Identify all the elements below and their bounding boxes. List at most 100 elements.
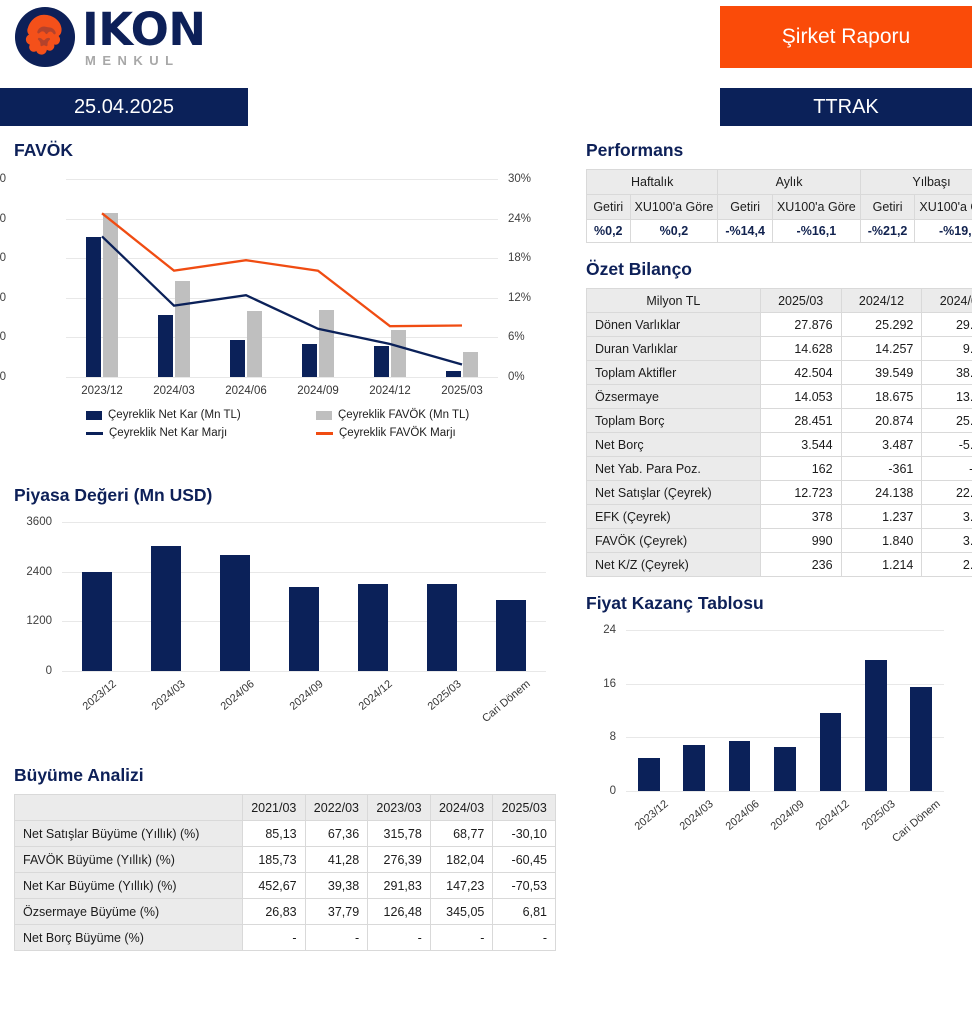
chart-piyasa-gridline xyxy=(62,522,546,523)
favok-line-series xyxy=(101,235,463,366)
favok-bar-bar xyxy=(230,340,245,377)
performans-sub-header: XU100'a Göre xyxy=(771,194,861,220)
chart-piyasa-bar xyxy=(289,587,319,671)
chart-piyasa-x-label: 2023/12 xyxy=(80,678,119,713)
bilanco-cell: 28.451 xyxy=(759,408,842,433)
buyume-column-header: 2023/03 xyxy=(367,794,431,821)
favok-line-series xyxy=(101,212,463,328)
buyume-cell: 67,36 xyxy=(304,820,369,847)
favok-y-tick-right: 6% xyxy=(508,331,525,344)
buyume-cell: 68,77 xyxy=(429,820,494,847)
favok-y-tick-left: 4500 xyxy=(0,252,6,265)
chart-fk-bar xyxy=(864,660,887,791)
bilanco-row-label: FAVÖK (Çeyrek) xyxy=(586,528,761,553)
buyume-cell: -30,10 xyxy=(492,820,556,847)
favok-y-tick-right: 30% xyxy=(508,173,532,185)
brand-name-secondary: MENKUL xyxy=(85,53,180,68)
favok-bar-bar xyxy=(247,311,262,377)
favok-bar-bar xyxy=(463,351,478,377)
bilanco-cell: 29.504 xyxy=(921,312,972,337)
favok-legend: Çeyreklik Net Kar (Mn TL) Çeyreklik FAVÖK… xyxy=(86,409,518,445)
chart-fk-y-tick: 16 xyxy=(603,677,616,690)
legend-swatch-line-icon xyxy=(316,431,333,435)
bilanco-cell: -361 xyxy=(840,456,923,481)
ticker-symbol: TTRAK xyxy=(720,88,972,126)
favok-x-label: 2023/12 xyxy=(81,385,123,397)
bilanco-cell: 25.535 xyxy=(921,408,972,433)
performans-group-header: Haftalık xyxy=(585,169,719,195)
bilanco-cell: 22.918 xyxy=(921,480,972,505)
bilanco-row-label: Dönen Varlıklar xyxy=(586,312,761,337)
chart-fk-bar xyxy=(819,713,842,791)
favok-y-tick-left: 7500 xyxy=(0,173,6,185)
buyume-column-header: 2022/03 xyxy=(304,794,369,821)
favok-bar-bar xyxy=(86,237,101,377)
favok-chart: 0 0% 1500 6% 3000 12% 4500 18% 6000 24% 7500 30% 202… xyxy=(0,169,556,469)
buyume-row-label: Özsermaye Büyüme (%) xyxy=(14,898,243,925)
chart-piyasa-x-label: Cari Dönem xyxy=(480,678,534,725)
buyume-row-label: FAVÖK Büyüme (Yıllık) (%) xyxy=(14,846,243,873)
buyume-cell: 6,81 xyxy=(492,898,556,925)
buyume-cell: 39,38 xyxy=(304,872,369,899)
favok-x-label: 2024/03 xyxy=(153,385,195,397)
buyume-cell: 147,23 xyxy=(429,872,494,899)
ozet-bilanco-title: Özet Bilanço xyxy=(586,259,692,279)
bilanco-column-header: 2024/12 xyxy=(840,288,923,313)
brand-logo: IKON MENKUL xyxy=(14,6,206,68)
chart-fk-x-label: 2025/03 xyxy=(859,798,898,833)
bilanco-row-label: Net K/Z (Çeyrek) xyxy=(586,552,761,577)
chart-fk-plot-area xyxy=(626,630,944,792)
table-row: FAVÖK Büyüme (Yıllık) (%) 185,73 41,28 276,… xyxy=(14,846,556,873)
bilanco-cell: 14.257 xyxy=(840,336,923,361)
chart-fk-bar xyxy=(910,687,933,791)
buyume-row-label: Net Satışlar Büyüme (Yıllık) (%) xyxy=(14,820,243,847)
bilanco-cell: 20.874 xyxy=(840,408,923,433)
chart-fk-x-label: Cari Dönem xyxy=(890,798,943,845)
bilanco-cell: 3.699 xyxy=(921,528,972,553)
legend-swatch-line-icon xyxy=(86,431,103,435)
chart-piyasa-bar xyxy=(150,546,181,671)
bilanco-cell: 1.214 xyxy=(840,552,923,577)
bilanco-cell: 14.053 xyxy=(759,384,842,409)
buyume-column-header: 2021/03 xyxy=(242,794,306,821)
bilanco-cell: 1.840 xyxy=(840,528,923,553)
favok-gridline xyxy=(66,297,498,299)
favok-y-tick-right: 0% xyxy=(508,371,525,383)
performans-value: %0,2 xyxy=(629,219,719,243)
buyume-cell: 85,13 xyxy=(242,820,306,847)
bilanco-cell: 12.723 xyxy=(759,480,842,505)
fiyat-kazanc-chart: 0 8 16 24 2023/12 2024/03 2024/06 2024/09 2024/1… xyxy=(586,622,954,877)
chart-fk-x-label: 2024/06 xyxy=(723,798,762,833)
buyume-analizi-table: 2021/03 2022/03 2023/03 2024/03 2025/03 Net S… xyxy=(14,794,556,951)
legend-swatch-box-icon xyxy=(316,410,332,420)
bilanco-column-header: 2025/03 xyxy=(759,288,842,313)
right-column: Performans Haftalık Aylık Yılbaşı Getiri XU1… xyxy=(570,140,972,1019)
table-row: Net Yab. Para Poz.162-361-485 xyxy=(586,456,972,481)
chart-fk-x-label: 2024/03 xyxy=(677,798,716,833)
buyume-column-header: 2024/03 xyxy=(429,794,494,821)
chart-fk-gridline xyxy=(626,737,944,739)
performans-title: Performans xyxy=(586,140,684,160)
piyasa-degeri-chart: 0 1200 2400 3600 2023/12 2024/03 2024/06 2024/0… xyxy=(14,514,556,749)
buyume-cell: 345,05 xyxy=(429,898,494,925)
bilanco-cell: 25.292 xyxy=(840,312,923,337)
chart-piyasa-x-label: 2024/09 xyxy=(287,678,326,713)
buyume-cell: -70,53 xyxy=(492,872,556,899)
buyume-row-label: Net Kar Büyüme (Yıllık) (%) xyxy=(14,872,243,899)
table-row: Net Satışlar Büyüme (Yıllık) (%) 85,13 67,… xyxy=(14,820,556,847)
buyume-cell: 37,79 xyxy=(304,898,369,925)
piyasa-degeri-chart-title: Piyasa Değeri (Mn USD) xyxy=(14,485,213,505)
buyume-cell: 315,78 xyxy=(367,820,431,847)
chart-fk-gridline xyxy=(626,683,944,685)
buyume-cell: 185,73 xyxy=(242,846,306,873)
chart-piyasa-x-label: 2025/03 xyxy=(425,678,464,713)
chart-piyasa-y-tick: 3600 xyxy=(26,516,52,528)
report-date: 25.04.2025 xyxy=(0,88,248,126)
chart-piyasa-y-tick: 2400 xyxy=(26,565,52,578)
favok-bar-bar xyxy=(374,345,389,377)
performans-value: -%21,2 xyxy=(859,219,916,243)
